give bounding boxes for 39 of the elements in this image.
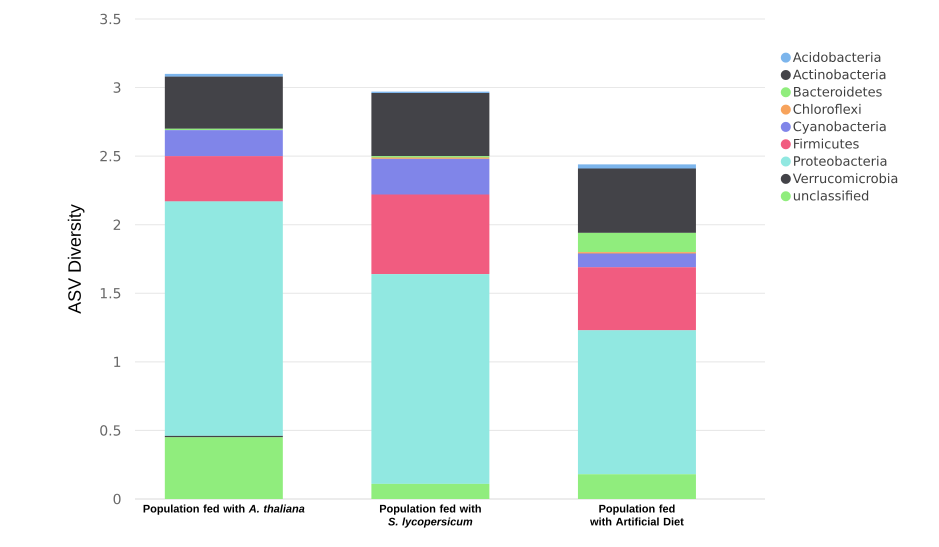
legend-label: Acidobacteria xyxy=(792,52,880,62)
legend-label: Firmicutes xyxy=(794,138,859,149)
x-tick-label: Population fed with A. thaliana xyxy=(144,504,304,515)
x-tick-label: Population fed with S. lycopersicum xyxy=(380,504,481,528)
bar xyxy=(164,74,283,77)
y-tick-label: 3.5 xyxy=(100,14,120,24)
bar xyxy=(578,267,696,330)
y-tick-label: 0.5 xyxy=(100,425,120,436)
legend-label: unclassified xyxy=(794,190,868,201)
bar xyxy=(371,93,490,156)
y-tick-label: 2.5 xyxy=(100,150,120,162)
bar xyxy=(578,254,696,268)
y-axis-title: ASV Diversity xyxy=(68,204,84,314)
y-tick-label: 3 xyxy=(114,82,120,93)
y-tick-label: 0 xyxy=(114,494,121,504)
bar xyxy=(578,474,696,499)
bar xyxy=(578,164,696,168)
legend-label: Actinobacteria xyxy=(792,69,886,80)
bar xyxy=(371,158,490,195)
y-tick-label: 1.5 xyxy=(100,288,120,298)
bar xyxy=(371,194,490,274)
bar xyxy=(164,76,283,129)
bar xyxy=(164,437,283,499)
bar xyxy=(371,274,490,484)
legend-label: Verrucomicrobia xyxy=(792,173,898,184)
bar xyxy=(164,130,283,156)
legend-label: Proteobacteria xyxy=(794,156,886,166)
bar xyxy=(164,156,283,202)
y-tick-label: 2 xyxy=(114,220,120,230)
bar xyxy=(578,168,696,233)
bar xyxy=(164,201,283,436)
x-tick-label: Population fed with Artificial Diet xyxy=(590,504,684,526)
bar xyxy=(578,330,696,474)
bar xyxy=(371,484,490,499)
legend-label: Chloroflexi xyxy=(794,104,860,114)
bar xyxy=(578,232,696,252)
y-tick-label: 1 xyxy=(114,356,120,367)
legend-label: Cyanobacteria xyxy=(794,121,886,134)
legend-label: Bacteroidetes xyxy=(794,86,882,97)
